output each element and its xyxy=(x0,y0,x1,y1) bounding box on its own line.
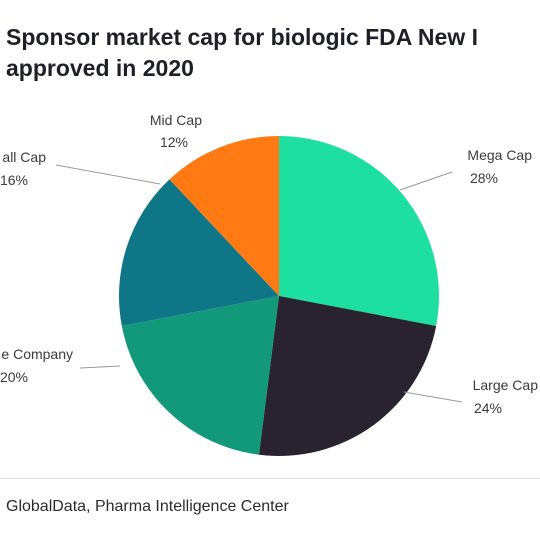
pie-slice-mega-cap xyxy=(279,136,440,326)
leader-line-mega-cap xyxy=(399,171,453,191)
slice-percent-mega-cap: 28% xyxy=(470,170,498,186)
divider xyxy=(0,478,540,479)
leader-line-large-cap xyxy=(403,391,463,403)
pie-chart: Mega Cap 28% Large Cap 24% e Company 20% all C… xyxy=(0,112,539,457)
slice-percent-large-cap: 24% xyxy=(474,400,502,416)
pie-slice-mid-cap xyxy=(169,136,279,296)
slice-percent-mid-cap: 12% xyxy=(160,134,188,150)
leader-line-all-cap xyxy=(55,164,161,185)
chart-title: Sponsor market cap for biologic FDA New … xyxy=(6,22,540,84)
pie-slice-all-cap xyxy=(118,179,279,326)
chart-title-line-2: approved in 2020 xyxy=(6,55,194,81)
slice-label-mid-cap: Mid Cap xyxy=(150,112,202,128)
slice-label-e-company: e Company xyxy=(1,346,73,362)
slice-label-mega-cap: Mega Cap xyxy=(467,147,532,163)
slice-percent-e-company: 20% xyxy=(0,369,28,385)
chart-title-line-1: Sponsor market cap for biologic FDA New … xyxy=(6,24,478,50)
pie-slice-e-company xyxy=(121,296,279,455)
pie-slice-large-cap xyxy=(258,296,437,457)
source-note: GlobalData, Pharma Intelligence Center xyxy=(6,498,289,515)
slice-percent-all-cap: 16% xyxy=(0,172,28,188)
leader-line-e-company xyxy=(79,365,121,369)
slice-label-large-cap: Large Cap xyxy=(473,377,539,393)
slice-label-all-cap: all Cap xyxy=(2,149,46,165)
